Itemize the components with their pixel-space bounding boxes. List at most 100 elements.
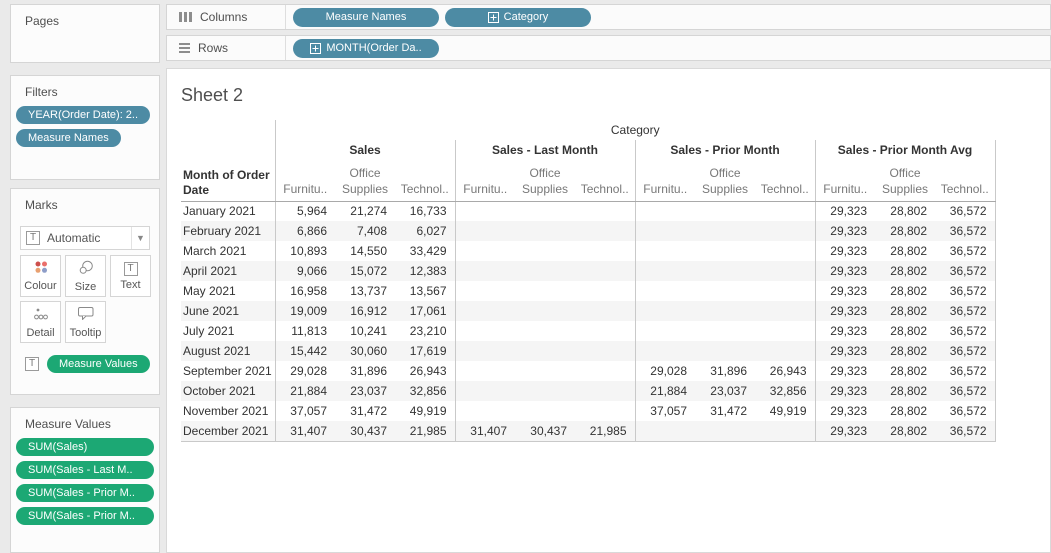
value-cell[interactable] (515, 221, 575, 241)
value-cell[interactable] (454, 201, 515, 221)
value-cell[interactable] (515, 381, 575, 401)
value-cell[interactable]: 29,323 (814, 281, 875, 301)
value-cell[interactable]: 29,323 (814, 201, 875, 221)
value-cell[interactable]: 29,028 (274, 361, 335, 381)
value-cell[interactable] (634, 221, 695, 241)
measure-value-pill[interactable]: SUM(Sales - Last M.. (16, 461, 154, 479)
value-cell[interactable]: 31,896 (710, 364, 747, 378)
category-column-header[interactable]: Technol.. (935, 160, 996, 202)
rows-shelf-pill[interactable]: MONTH(Order Da.. (293, 38, 439, 58)
value-cell[interactable]: 36,572 (935, 381, 996, 401)
colour-button[interactable]: Colour (20, 255, 61, 297)
row-header-cell[interactable]: September 2021 (183, 364, 272, 378)
category-column-header[interactable]: Technol.. (575, 160, 635, 202)
value-cell[interactable] (515, 401, 575, 421)
value-cell[interactable]: 28,802 (890, 404, 927, 418)
filter-pill[interactable]: YEAR(Order Date): 2.. (16, 106, 151, 124)
value-cell[interactable]: 16,958 (274, 281, 335, 301)
value-cell[interactable]: 29,323 (814, 261, 875, 281)
row-header-cell[interactable]: April 2021 (181, 261, 275, 281)
value-cell[interactable]: 7,408 (335, 221, 395, 241)
value-cell[interactable]: 28,802 (875, 381, 935, 401)
row-axis-header[interactable]: Month of Order Date (181, 160, 275, 202)
value-cell[interactable]: 14,550 (350, 244, 387, 258)
value-cell[interactable]: 28,802 (875, 221, 935, 241)
category-column-header[interactable]: Office Supplies (695, 160, 755, 202)
value-cell[interactable]: 36,572 (935, 201, 996, 221)
row-header-cell[interactable]: October 2021 (181, 381, 275, 401)
value-cell[interactable] (695, 421, 755, 442)
value-cell[interactable]: 29,028 (634, 361, 695, 381)
value-cell[interactable]: 21,884 (274, 381, 335, 401)
value-cell[interactable] (575, 201, 635, 221)
value-cell[interactable] (755, 321, 815, 341)
value-cell[interactable] (515, 361, 575, 381)
row-header-cell[interactable]: August 2021 (181, 341, 275, 361)
value-cell[interactable] (575, 221, 635, 241)
value-cell[interactable] (515, 301, 575, 321)
value-cell[interactable]: 28,802 (890, 284, 927, 298)
value-cell[interactable]: 31,407 (274, 421, 335, 442)
value-cell[interactable] (575, 241, 635, 261)
value-cell[interactable] (454, 261, 515, 281)
chevron-down-icon[interactable]: ▼ (131, 227, 149, 249)
value-cell[interactable]: 21,985 (395, 421, 455, 442)
measure-values-pill[interactable]: Measure Values (47, 355, 150, 373)
value-cell[interactable] (695, 221, 755, 241)
expand-plus-icon[interactable] (310, 42, 322, 54)
value-cell[interactable]: 28,802 (890, 244, 927, 258)
value-cell[interactable]: 28,802 (890, 364, 927, 378)
value-cell[interactable] (755, 281, 815, 301)
value-cell[interactable] (695, 261, 755, 281)
value-cell[interactable] (454, 241, 515, 261)
value-cell[interactable] (575, 261, 635, 281)
value-cell[interactable] (454, 381, 515, 401)
value-cell[interactable]: 29,323 (814, 241, 875, 261)
row-header-cell[interactable]: May 2021 (183, 284, 236, 298)
value-cell[interactable] (515, 261, 575, 281)
value-cell[interactable]: 30,437 (335, 421, 395, 442)
value-cell[interactable]: 21,985 (575, 421, 635, 442)
value-cell[interactable] (755, 201, 815, 221)
value-cell[interactable]: 12,383 (395, 261, 455, 281)
value-cell[interactable]: 15,442 (274, 341, 335, 361)
value-cell[interactable]: 29,323 (814, 421, 875, 442)
marks-card[interactable]: Marks T Automatic ▼ Colour Size (10, 188, 160, 395)
value-cell[interactable] (575, 281, 635, 301)
value-cell[interactable]: 36,572 (935, 321, 996, 341)
value-cell[interactable] (634, 301, 695, 321)
value-cell[interactable]: 37,057 (634, 401, 695, 421)
value-cell[interactable] (575, 341, 635, 361)
value-cell[interactable] (515, 241, 575, 261)
row-header-cell[interactable]: June 2021 (181, 301, 275, 321)
value-cell[interactable] (695, 321, 755, 341)
filters-shelf[interactable]: Filters YEAR(Order Date): 2.. Measure Nam… (10, 75, 160, 180)
value-cell[interactable]: 11,813 (274, 321, 335, 341)
value-cell[interactable]: 16,733 (409, 204, 447, 219)
value-cell[interactable] (454, 221, 515, 241)
value-cell[interactable] (575, 381, 635, 401)
detail-button[interactable]: Detail (20, 301, 61, 343)
value-cell[interactable] (755, 221, 815, 241)
value-cell[interactable]: 32,856 (755, 381, 815, 401)
value-cell[interactable]: 37,057 (274, 401, 335, 421)
value-cell[interactable]: 17,619 (395, 341, 455, 361)
value-cell[interactable]: 28,802 (890, 324, 927, 338)
value-cell[interactable] (755, 421, 815, 442)
value-cell[interactable]: 29,323 (814, 321, 875, 341)
category-column-header[interactable]: Furnitu.. (274, 160, 335, 202)
value-cell[interactable]: 6,027 (395, 221, 455, 241)
value-cell[interactable]: 5,964 (274, 201, 335, 221)
category-column-header[interactable]: Technol.. (395, 160, 455, 202)
value-cell[interactable] (454, 361, 515, 381)
row-header-cell[interactable]: January 2021 (183, 204, 256, 219)
value-cell[interactable] (454, 281, 515, 301)
value-cell[interactable] (515, 281, 575, 301)
value-cell[interactable]: 36,572 (935, 241, 996, 261)
value-cell[interactable]: 36,572 (935, 401, 996, 421)
value-cell[interactable]: 29,323 (814, 301, 875, 321)
columns-shelf-pill[interactable]: Measure Names (293, 7, 439, 27)
value-cell[interactable]: 23,037 (335, 381, 395, 401)
size-button[interactable]: Size (65, 255, 106, 297)
value-cell[interactable]: 31,407 (454, 421, 515, 442)
